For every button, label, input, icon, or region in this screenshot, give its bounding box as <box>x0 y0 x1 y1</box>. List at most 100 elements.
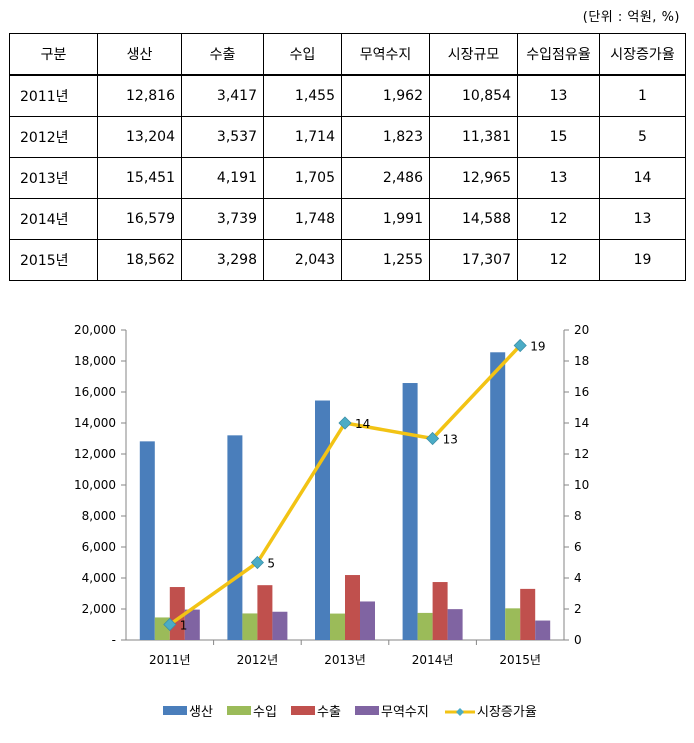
table-cell: 14,588 <box>429 198 518 240</box>
legend-swatch <box>355 706 379 715</box>
table-cell: 1,991 <box>341 198 430 240</box>
bar-수입 <box>242 613 258 640</box>
right-axis-tick-label: 12 <box>574 447 589 461</box>
table-cell: 12 <box>517 198 600 240</box>
bar-생산 <box>402 383 418 640</box>
bar-수출 <box>257 585 273 640</box>
left-axis-tick-label: 12,000 <box>74 447 116 461</box>
table-header-row: 구분 생산 수출 수입 무역수지 시장규모 수입점유율 시장증가율 <box>9 33 686 76</box>
table-cell: 1,714 <box>263 116 342 158</box>
table-cell: 2015년 <box>9 239 98 281</box>
table-cell: 2,043 <box>263 239 342 281</box>
right-axis-tick-label: 0 <box>574 633 582 647</box>
bar-무역수지 <box>535 620 551 640</box>
combo-chart: - 2,000 4,000 6,000 8,000 10,000 12,000 14,000 1… <box>74 323 589 720</box>
line-marker <box>163 617 177 632</box>
left-axis-tick-label: 20,000 <box>74 323 116 337</box>
right-axis-tick-label: 2 <box>574 602 582 616</box>
unit-note: (단위 : 억원, %) <box>582 10 680 25</box>
legend-label: 무역수지 <box>381 705 429 720</box>
x-axis-tick-label: 2014년 <box>412 653 454 667</box>
left-axis-tick-label: 8,000 <box>82 509 116 523</box>
bar-무역수지 <box>447 609 463 640</box>
table-header-cell: 무역수지 <box>341 33 430 76</box>
data-label: 14 <box>355 417 370 431</box>
line-marker <box>338 416 352 430</box>
legend-swatch <box>163 706 187 715</box>
line-marker <box>513 338 527 353</box>
legend-label: 수출 <box>317 705 341 720</box>
table-cell: 10,854 <box>429 74 518 117</box>
table-cell: 4,191 <box>181 157 264 199</box>
right-axis-tick-label: 14 <box>574 416 589 430</box>
left-axis-tick-label: - <box>112 633 116 647</box>
table-cell: 2014년 <box>9 198 98 240</box>
right-axis-tick-label: 16 <box>574 385 589 399</box>
bar-무역수지 <box>272 611 288 640</box>
left-axis-tick-label: 16,000 <box>74 385 116 399</box>
table-cell: 13 <box>517 74 600 117</box>
bar-생산 <box>315 400 330 640</box>
table-row: 2015년 18,562 3,298 2,043 1,255 17,307 12 19 <box>9 239 686 281</box>
table-cell: 3,537 <box>181 116 264 158</box>
table-header-cell: 구분 <box>9 33 98 76</box>
table-cell: 1,823 <box>341 116 430 158</box>
table-cell: 1,455 <box>263 74 342 117</box>
table-row: 2011년 12,816 3,417 1,455 1,962 10,854 13 1 <box>9 74 686 117</box>
legend-swatch <box>227 706 251 715</box>
table-cell: 1,255 <box>341 239 430 281</box>
table-cell: 15 <box>517 116 600 158</box>
table-cell: 3,417 <box>181 74 264 117</box>
bar-생산 <box>227 435 243 640</box>
left-axis-tick-label: 4,000 <box>82 571 116 585</box>
table-cell: 12,816 <box>97 74 182 117</box>
data-label: 19 <box>530 340 545 354</box>
table-cell: 1,748 <box>263 198 342 240</box>
data-label: 13 <box>443 433 458 447</box>
left-axis-tick-label: 2,000 <box>82 602 116 616</box>
line-marker <box>250 555 264 570</box>
x-axis-tick-label: 2015년 <box>499 653 541 667</box>
table-cell: 3,739 <box>181 198 264 240</box>
legend-label: 시장증가율 <box>477 705 537 720</box>
table-cell: 15,451 <box>97 157 182 199</box>
right-axis-tick-label: 20 <box>574 323 589 337</box>
right-axis-tick-label: 8 <box>574 509 582 523</box>
table-cell: 12,965 <box>429 157 518 199</box>
data-label: 5 <box>267 557 275 571</box>
data-label: 1 <box>180 619 188 633</box>
bar-수출 <box>345 575 360 640</box>
bar-수입 <box>417 612 433 640</box>
right-axis-tick-label: 10 <box>574 478 589 492</box>
table-cell: 13,204 <box>97 116 182 158</box>
table-cell: 2012년 <box>9 116 98 158</box>
table-cell: 12 <box>517 239 600 281</box>
table-row: 2014년 16,579 3,739 1,748 1,991 14,588 12 13 <box>9 198 686 240</box>
table-header-cell: 수입 <box>263 33 342 76</box>
legend-label: 수입 <box>253 705 277 720</box>
table-cell: 13 <box>599 198 686 240</box>
table-cell: 11,381 <box>429 116 518 158</box>
right-axis-tick-label: 6 <box>574 540 582 554</box>
bar-수출 <box>432 582 448 640</box>
table-cell: 14 <box>599 157 686 199</box>
bar-생산 <box>139 441 155 640</box>
left-axis-tick-label: 10,000 <box>74 478 116 492</box>
bar-무역수지 <box>184 609 200 640</box>
legend-label: 생산 <box>189 705 213 720</box>
table-cell: 2011년 <box>9 74 98 117</box>
x-axis-tick-label: 2011년 <box>149 653 191 667</box>
bar-수입 <box>330 613 345 640</box>
right-axis-tick-label: 18 <box>574 354 589 368</box>
table-cell: 1,962 <box>341 74 430 117</box>
table-header-cell: 생산 <box>97 33 182 76</box>
table-cell: 19 <box>599 239 686 281</box>
table-cell: 5 <box>599 116 686 158</box>
bar-수입 <box>505 608 521 640</box>
table-row: 2013년 15,451 4,191 1,705 2,486 12,965 13 14 <box>9 157 686 199</box>
table-header-cell: 시장규모 <box>429 33 518 76</box>
x-axis-tick-label: 2013년 <box>324 653 366 667</box>
table-cell: 13 <box>517 157 600 199</box>
table-row: 2012년 13,204 3,537 1,714 1,823 11,381 15 5 <box>9 116 686 158</box>
table-cell: 17,307 <box>429 239 518 281</box>
